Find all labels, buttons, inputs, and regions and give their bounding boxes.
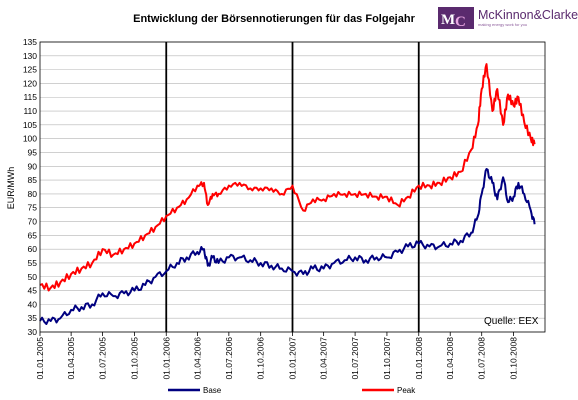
y-tick-label: 80 [28, 189, 38, 199]
legend-base-label: Base [203, 386, 222, 395]
legend: Base Peak [168, 386, 416, 395]
series-lines [39, 63, 536, 325]
y-tick-label: 130 [23, 51, 37, 61]
x-tick-label: 01.10.2005 [129, 337, 139, 380]
x-tick-label: 01.10.2006 [256, 337, 266, 380]
y-tick-label: 120 [23, 78, 37, 88]
x-tick-label: 01.04.2006 [192, 337, 202, 380]
x-tick-labels: 01.01.2005 01.04.2005 01.07.2005 01.10.2005… [35, 337, 519, 380]
y-tick-label: 75 [28, 203, 38, 213]
y-tick-label: 85 [28, 175, 38, 185]
y-tick-label: 65 [28, 230, 38, 240]
source-annotation: Quelle: EEX [484, 316, 539, 327]
x-tick-label: 01.01.2005 [35, 337, 45, 380]
x-tick-label: 01.04.2008 [445, 337, 455, 380]
axes [39, 41, 546, 336]
logo-tagline: making energy work for you [478, 22, 527, 27]
x-tick-label: 01.07.2005 [98, 337, 108, 380]
x-tick-label: 01.01.2006 [161, 337, 171, 380]
y-tick-label: 70 [28, 217, 38, 227]
y-tick-label: 55 [28, 258, 38, 268]
y-tick-label: 135 [23, 37, 37, 47]
y-tick-label: 100 [23, 134, 37, 144]
y-tick-label: 90 [28, 161, 38, 171]
y-tick-label: 35 [28, 313, 38, 323]
y-tick-label: 30 [28, 327, 38, 337]
y-tick-label: 115 [23, 92, 37, 102]
y-tick-label: 45 [28, 286, 38, 296]
series-line-base [39, 168, 536, 325]
x-tick-label: 01.04.2007 [319, 337, 329, 380]
x-tick-label: 01.07.2008 [477, 337, 487, 380]
y-axis-label: EUR/MWh [6, 167, 16, 210]
brand-logo: M C McKinnon&Clarke making energy work f… [438, 7, 578, 30]
plot-frame [39, 41, 546, 333]
chart-title: Entwicklung der Börsennotierungen für da… [133, 13, 415, 25]
legend-peak-label: Peak [397, 386, 416, 395]
logo-name: McKinnon&Clarke [478, 8, 578, 22]
y-tick-labels: 30 35 40 45 50 55 60 65 70 75 80 85 90 95 100 105 110 115… [23, 37, 37, 337]
y-tick-label: 110 [23, 106, 37, 116]
logo-monogram-m: M [441, 12, 455, 28]
y-tick-label: 60 [28, 244, 38, 254]
x-tick-label: 01.01.2008 [414, 337, 424, 380]
x-tick-label: 01.07.2007 [350, 337, 360, 380]
y-tick-label: 40 [28, 299, 38, 309]
x-tick-label: 01.10.2007 [382, 337, 392, 380]
logo-monogram-c: C [455, 14, 466, 30]
x-tick-label: 01.10.2008 [509, 337, 519, 380]
x-tick-label: 01.01.2007 [288, 337, 298, 380]
y-tick-label: 125 [23, 65, 37, 75]
x-tick-label: 01.07.2006 [224, 337, 234, 380]
logo-mark-icon [438, 7, 474, 29]
y-tick-label: 50 [28, 272, 38, 282]
y-tick-label: 95 [28, 147, 38, 157]
y-tick-label: 105 [23, 120, 37, 130]
x-tick-label: 01.04.2005 [66, 337, 76, 380]
series-line-peak [39, 63, 536, 292]
